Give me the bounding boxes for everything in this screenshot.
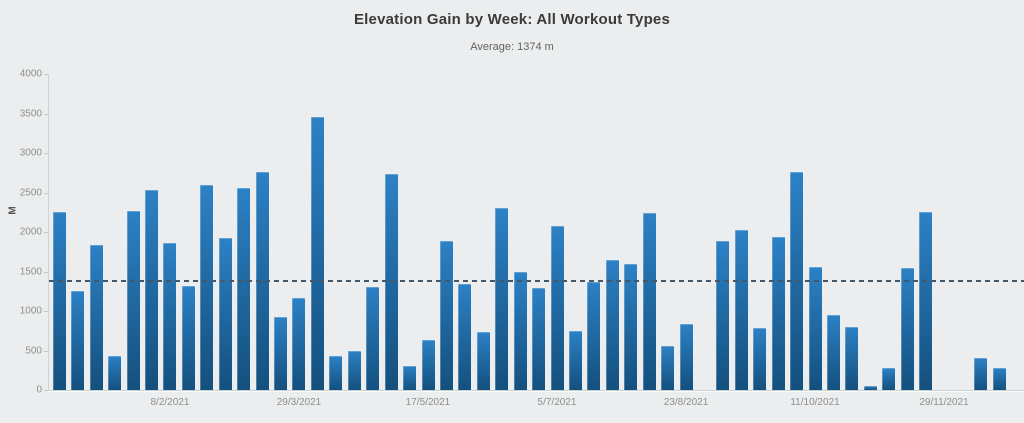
bar[interactable] <box>108 356 122 390</box>
x-tick-label: 17/5/2021 <box>405 397 451 408</box>
y-tick-label: 1500 <box>19 266 42 277</box>
y-tick-mark <box>44 350 48 352</box>
bar[interactable] <box>89 245 103 390</box>
bar[interactable] <box>679 324 693 390</box>
y-tick-label: 1000 <box>19 305 42 317</box>
bar[interactable] <box>274 317 288 390</box>
bar[interactable] <box>200 184 214 390</box>
bar[interactable] <box>661 345 675 390</box>
bar[interactable] <box>808 266 822 390</box>
y-tick-label: 4000 <box>19 68 42 80</box>
bar[interactable] <box>826 314 840 390</box>
x-tick-label: 11/10/2021 <box>790 397 840 408</box>
bar[interactable] <box>605 260 619 390</box>
bar[interactable] <box>458 284 472 390</box>
y-tick-mark <box>44 311 48 312</box>
bar[interactable] <box>347 350 361 390</box>
y-tick-mark <box>44 390 48 391</box>
x-tick-label: 5/7/2021 <box>537 397 577 408</box>
bar[interactable] <box>624 263 638 390</box>
bar[interactable] <box>52 212 66 390</box>
chart-title: Elevation Gain by Week: All Workout Type… <box>353 11 671 28</box>
y-tick-label: 3000 <box>19 147 42 159</box>
y-tick-mark <box>44 232 48 233</box>
bar[interactable] <box>421 340 435 390</box>
bar[interactable] <box>974 358 988 390</box>
bar[interactable] <box>495 208 509 390</box>
bar[interactable] <box>126 210 140 390</box>
bar[interactable] <box>900 268 914 390</box>
chart-subtitle: Average: 1374 m <box>470 41 554 53</box>
bar[interactable] <box>642 213 656 390</box>
bar[interactable] <box>513 271 527 390</box>
bar[interactable] <box>845 326 859 390</box>
bar[interactable] <box>403 365 417 390</box>
plot-area <box>49 74 1024 390</box>
bar[interactable] <box>919 212 933 390</box>
y-tick-mark <box>44 113 48 115</box>
bar[interactable] <box>366 287 380 390</box>
y-tick-label: 3500 <box>19 108 42 119</box>
x-tick-label: 29/11/2021 <box>919 397 969 408</box>
x-tick-label: 8/2/2021 <box>150 397 190 408</box>
bar[interactable] <box>992 367 1006 390</box>
bar[interactable] <box>237 187 251 390</box>
bar[interactable] <box>863 386 877 390</box>
y-axis-title: M <box>7 206 19 215</box>
bar[interactable] <box>145 190 159 390</box>
bar[interactable] <box>476 332 490 390</box>
x-tick-label: 23/8/2021 <box>663 397 709 408</box>
bar[interactable] <box>329 356 343 390</box>
bar[interactable] <box>587 281 601 390</box>
bar[interactable] <box>71 291 85 390</box>
bar[interactable] <box>753 327 767 390</box>
y-axis-line <box>48 74 49 391</box>
bar[interactable] <box>568 330 582 390</box>
y-tick-mark <box>44 153 48 154</box>
bar[interactable] <box>310 117 324 390</box>
bar[interactable] <box>292 298 306 390</box>
bar[interactable] <box>550 225 564 390</box>
y-tick-label: 2000 <box>19 226 42 238</box>
bar[interactable] <box>716 240 730 390</box>
bar[interactable] <box>771 236 785 390</box>
y-tick-label: 500 <box>25 345 42 356</box>
bar[interactable] <box>181 285 195 390</box>
bar[interactable] <box>734 229 748 390</box>
bar[interactable] <box>532 288 546 390</box>
y-tick-mark <box>44 192 48 194</box>
y-tick-label: 2500 <box>19 187 42 198</box>
y-tick-mark <box>44 74 48 75</box>
bar[interactable] <box>218 238 232 390</box>
y-tick-mark <box>44 271 48 273</box>
x-tick-label: 29/3/2021 <box>276 397 322 408</box>
bar[interactable] <box>439 241 453 390</box>
y-tick-label: 0 <box>36 384 42 396</box>
bar[interactable] <box>882 367 896 390</box>
bar[interactable] <box>163 243 177 390</box>
average-line <box>49 280 1024 283</box>
x-axis-line <box>48 390 1024 391</box>
